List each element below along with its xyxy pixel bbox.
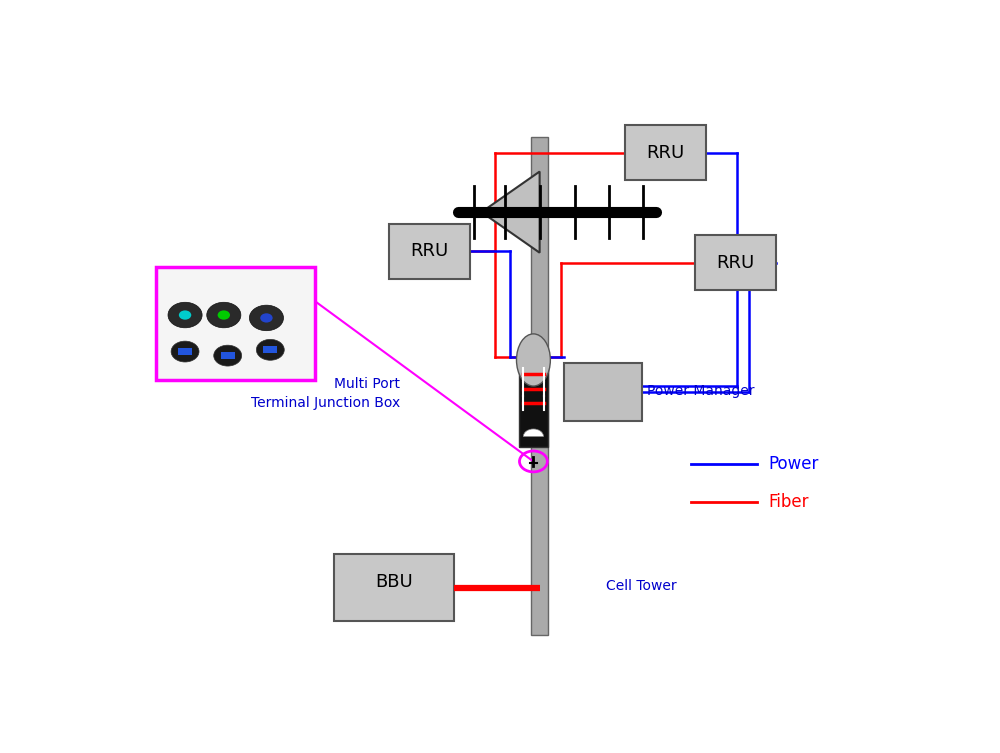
Text: Power: Power	[768, 456, 819, 474]
Circle shape	[171, 341, 199, 362]
Text: RRU: RRU	[646, 144, 685, 162]
Text: Fiber: Fiber	[768, 493, 809, 511]
Bar	[334, 554, 454, 621]
Ellipse shape	[516, 334, 550, 386]
Circle shape	[260, 313, 273, 322]
Circle shape	[207, 302, 241, 328]
Bar	[564, 363, 642, 421]
Bar	[388, 224, 470, 279]
Text: Power Manager: Power Manager	[647, 384, 754, 398]
Polygon shape	[482, 172, 540, 253]
Text: Multi Port
Terminal Junction Box: Multi Port Terminal Junction Box	[251, 377, 400, 410]
Bar	[263, 346, 277, 353]
Bar	[531, 137, 548, 636]
Circle shape	[256, 340, 284, 360]
Text: Cell Tower: Cell Tower	[606, 579, 676, 593]
Circle shape	[218, 310, 230, 320]
Circle shape	[214, 345, 242, 366]
Text: RRU: RRU	[716, 254, 754, 272]
Circle shape	[249, 305, 283, 331]
Circle shape	[168, 302, 202, 328]
Text: RRU: RRU	[410, 242, 448, 261]
Wedge shape	[523, 429, 544, 437]
Bar	[519, 360, 548, 447]
Bar	[221, 352, 235, 359]
Bar	[695, 236, 776, 291]
Bar	[156, 267, 315, 380]
Text: BBU: BBU	[375, 573, 413, 591]
Bar	[178, 348, 192, 355]
Bar	[625, 125, 706, 180]
Circle shape	[179, 310, 191, 320]
